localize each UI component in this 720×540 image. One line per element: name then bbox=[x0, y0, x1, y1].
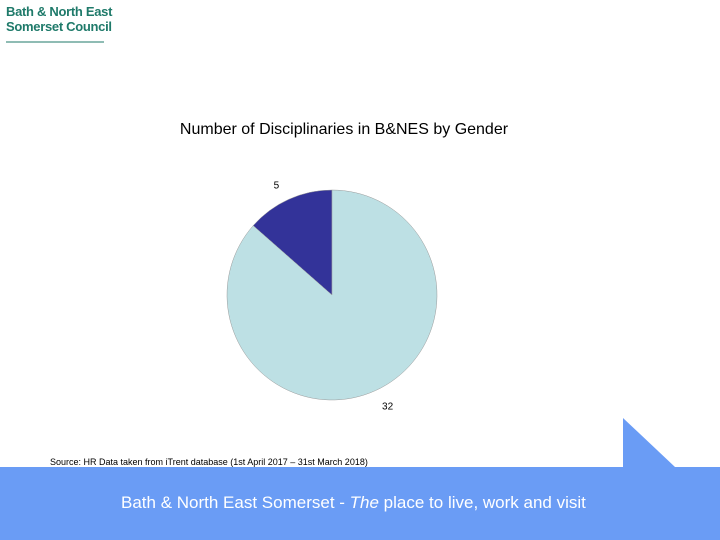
logo-line: Bath & North East bbox=[6, 4, 113, 19]
footer-part: place to live, work and visit bbox=[378, 493, 586, 512]
logo: Bath & North East Somerset Council bbox=[6, 4, 112, 34]
data-label: 32 bbox=[382, 401, 394, 412]
footer-text: Bath & North East Somerset - The place t… bbox=[121, 493, 586, 513]
logo-line: Somerset Council bbox=[6, 19, 112, 34]
source-note: Source: HR Data taken from iTrent databa… bbox=[50, 457, 368, 467]
footer-part: Bath & North East Somerset - bbox=[121, 493, 350, 512]
footer-part: The bbox=[349, 493, 379, 512]
pie-slice bbox=[226, 189, 438, 401]
chart-title: Number of Disciplinaries in B&NES by Gen… bbox=[179, 121, 509, 138]
data-label: 5 bbox=[274, 181, 280, 192]
footer-band bbox=[0, 467, 720, 540]
footer-accent bbox=[623, 418, 675, 467]
pie-slice bbox=[252, 189, 333, 296]
